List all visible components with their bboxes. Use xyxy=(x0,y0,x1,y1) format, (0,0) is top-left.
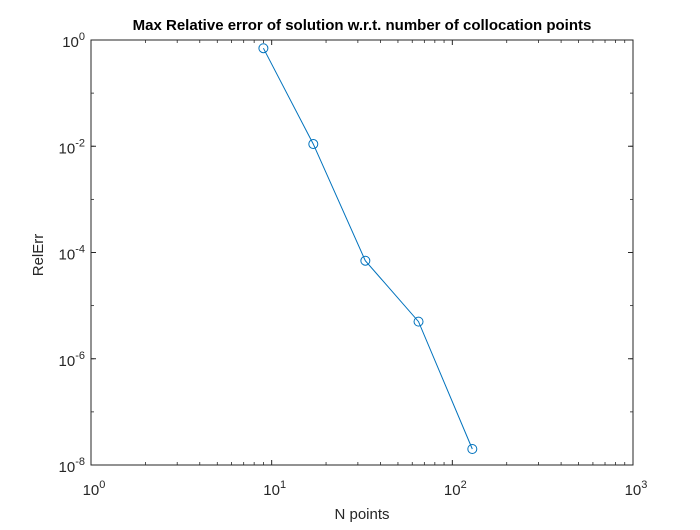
x-tick-label-exponent: 0 xyxy=(99,479,105,491)
x-tick-label-exponent: 1 xyxy=(280,479,286,491)
y-tick-label-exponent: -8 xyxy=(75,456,85,468)
x-tick-label: 102 xyxy=(444,479,467,499)
data-point-marker xyxy=(258,43,269,54)
x-axis-label: N points xyxy=(334,506,389,523)
y-axis-label: RelErr xyxy=(30,234,47,277)
data-point-marker xyxy=(308,139,319,150)
x-tick-label-exponent: 2 xyxy=(461,479,467,491)
y-tick-label-base: 10 xyxy=(62,34,79,51)
y-tick-label-base: 10 xyxy=(59,247,76,264)
y-tick-label-base: 10 xyxy=(59,140,76,157)
y-tick-label-exponent: 0 xyxy=(79,31,85,43)
y-tick-label-base: 10 xyxy=(59,353,76,370)
data-point-marker xyxy=(413,316,424,327)
y-tick-label-base: 10 xyxy=(59,459,76,476)
data-point-marker xyxy=(360,255,371,266)
y-tick-label: 100 xyxy=(62,31,85,51)
x-tick-label-base: 10 xyxy=(83,482,100,499)
y-tick-label: 10-4 xyxy=(59,244,85,264)
y-tick-label: 10-8 xyxy=(59,456,85,476)
x-tick-label: 103 xyxy=(625,479,648,499)
x-tick-label-base: 10 xyxy=(263,482,280,499)
y-tick-label-exponent: -6 xyxy=(75,350,85,362)
y-tick-label-exponent: -4 xyxy=(75,244,85,256)
x-tick-label-base: 10 xyxy=(444,482,461,499)
x-tick-label-exponent: 3 xyxy=(641,479,647,491)
data-point-marker xyxy=(467,444,478,455)
x-tick-label: 100 xyxy=(83,479,106,499)
chart-title: Max Relative error of solution w.r.t. nu… xyxy=(133,17,592,34)
x-tick-label-base: 10 xyxy=(625,482,642,499)
y-tick-label: 10-2 xyxy=(59,137,85,157)
y-tick-label-exponent: -2 xyxy=(75,137,85,149)
x-tick-label: 101 xyxy=(263,479,286,499)
y-tick-label: 10-6 xyxy=(59,350,85,370)
series-line xyxy=(262,47,473,450)
